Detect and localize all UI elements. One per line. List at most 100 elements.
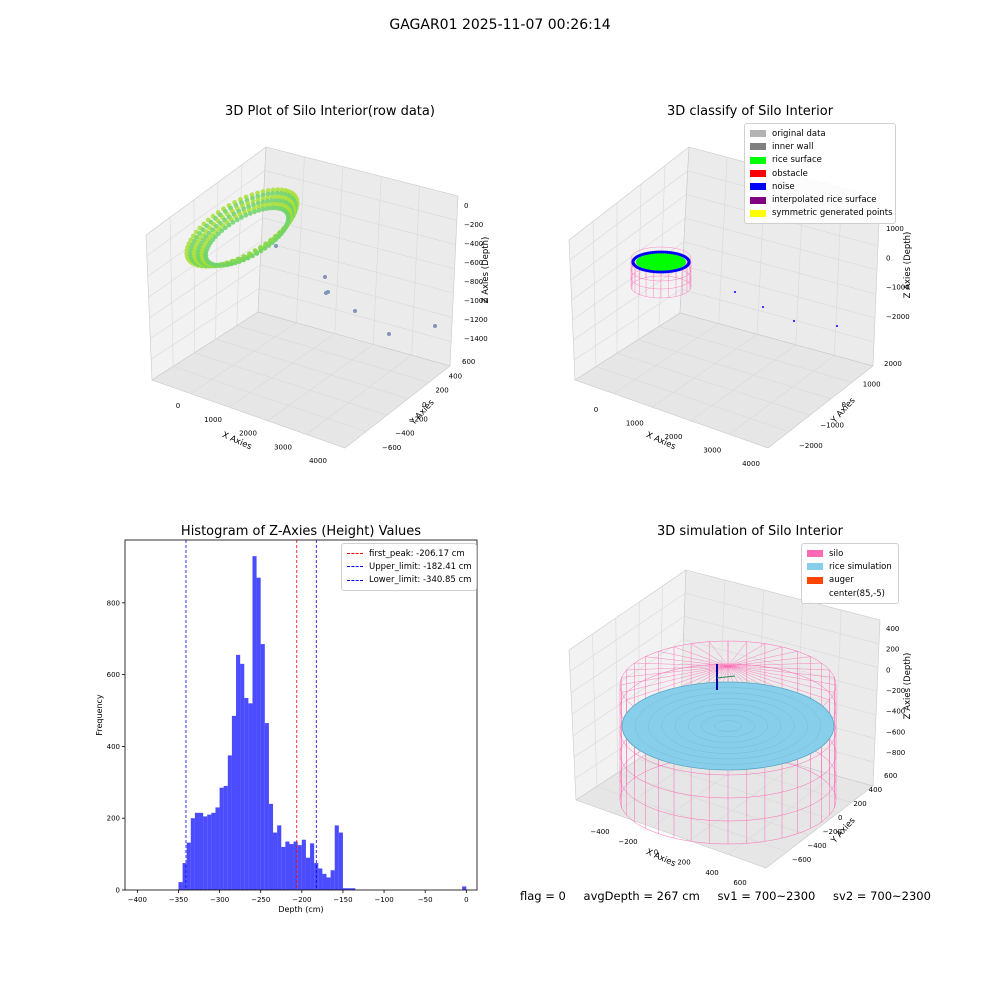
z-tick-label: 0	[886, 666, 890, 674]
y-tick-label: 1000	[863, 381, 881, 389]
x-axis-label: X Axies	[644, 847, 677, 869]
data-point	[273, 198, 278, 204]
data-point	[221, 262, 227, 268]
histogram-bar	[211, 812, 216, 890]
silo-roof-wire	[727, 646, 783, 667]
noise-point	[657, 270, 661, 274]
noise-point	[666, 250, 669, 254]
data-point	[222, 225, 228, 231]
y-tick-label: 200	[853, 800, 866, 808]
grid-line	[592, 221, 597, 367]
grid-line	[690, 344, 796, 422]
data-point	[269, 198, 274, 204]
y-tick-label: −200	[409, 415, 428, 423]
data-point	[268, 202, 274, 207]
x-tick-label: −400	[590, 828, 609, 836]
data-point	[232, 260, 238, 266]
histogram-bar	[268, 803, 274, 890]
noise-point	[659, 270, 663, 274]
rice-mesh-ring	[714, 720, 742, 732]
y-tick-label: 2000	[884, 360, 902, 368]
grid-line	[215, 338, 409, 400]
rice-mesh-ring	[648, 692, 808, 760]
histogram-bar	[301, 839, 306, 890]
grid-line	[236, 164, 243, 326]
outlier-point	[353, 309, 357, 313]
data-point	[252, 209, 257, 215]
legend-swatch	[750, 143, 766, 151]
silo-roof-wire	[626, 665, 729, 671]
silo-roof-wire	[727, 665, 835, 693]
data-point	[264, 198, 270, 204]
grid-line	[638, 758, 831, 820]
x-tick-label: 600	[733, 879, 746, 887]
data-point	[272, 201, 277, 207]
data-point	[273, 237, 278, 243]
data-point	[256, 204, 261, 210]
data-point	[265, 191, 271, 197]
data-point	[273, 194, 279, 200]
x-tick-label: 3000	[703, 447, 721, 455]
y-tick-label: −200	[823, 828, 842, 836]
legend-item-center: center(85,-5)	[829, 588, 885, 599]
silo-roof-wire	[626, 665, 729, 701]
z-tick-label: −800	[886, 749, 905, 757]
histogram-bar	[351, 888, 356, 890]
silo-roof-wire	[621, 665, 729, 678]
noise-point	[663, 270, 667, 274]
legend-item-upper-limit: Upper_limit: -182.41 cm	[347, 560, 472, 573]
histogram-bar	[462, 886, 467, 890]
data-point	[276, 234, 281, 240]
silo-roof-wire	[634, 662, 729, 667]
data-point	[228, 261, 234, 267]
data-point	[250, 253, 255, 259]
grid-line	[658, 165, 666, 327]
x-tick-label: −50	[418, 896, 433, 904]
y-tick-label: 400	[107, 743, 120, 751]
silo-roof-wire	[690, 643, 729, 667]
data-point	[260, 192, 266, 198]
legend-item-silo: silo	[807, 547, 893, 560]
grid-line	[573, 288, 875, 361]
y-tick-label: 800	[107, 599, 120, 607]
noise-point	[661, 270, 665, 274]
grid-line	[658, 326, 853, 383]
grid-line	[570, 194, 879, 281]
histogram-bar	[227, 755, 232, 890]
histogram-bar	[273, 832, 278, 890]
x-tick-label: −350	[169, 896, 188, 904]
data-point	[226, 222, 232, 228]
data-point	[213, 234, 218, 240]
rice-simulation-surface	[621, 681, 835, 771]
grid-line	[296, 156, 305, 323]
silo-roof-wire	[727, 662, 822, 667]
data-point	[230, 219, 236, 225]
grid-line	[372, 176, 382, 345]
data-point	[278, 191, 284, 196]
histogram-bar	[190, 818, 195, 890]
legend-item-noise: noise	[750, 180, 890, 193]
histogram-bar	[182, 863, 187, 890]
simulation-plot-title: 3D simulation of Silo Interior	[657, 524, 843, 539]
legend-item-auger: auger	[807, 574, 893, 587]
legend-item-lower-limit: Lower_limit: -340.85 cm	[347, 574, 471, 587]
grid-line	[592, 633, 598, 787]
grid-line	[689, 764, 796, 842]
data-point	[275, 187, 281, 193]
noise-point	[653, 270, 656, 274]
data-point	[234, 217, 240, 223]
data-point	[260, 199, 266, 205]
legend-item-first-peak: first_peak: -206.17 cm	[347, 547, 471, 560]
noise-point	[657, 250, 661, 254]
y-tick-label: −600	[792, 856, 811, 864]
y-tick-label: 0	[838, 814, 842, 822]
grid-line	[617, 772, 809, 836]
data-point	[239, 215, 244, 220]
rice-mesh-ring	[701, 714, 755, 738]
z-tick-label: −200	[464, 221, 483, 229]
histogram-bar	[260, 644, 265, 890]
histogram-bar	[178, 882, 183, 890]
